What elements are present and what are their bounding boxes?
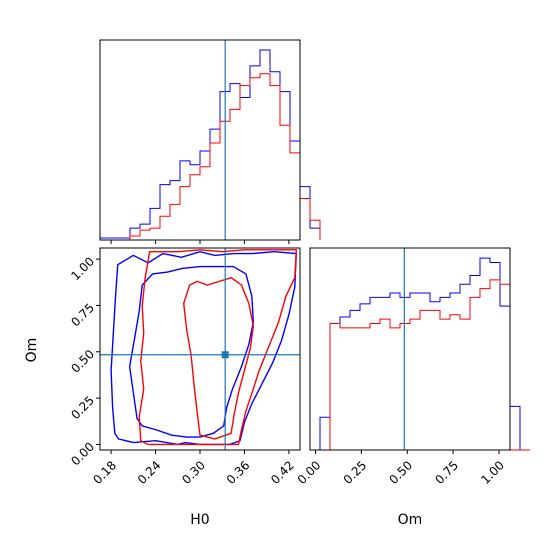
tick-label-om-left-3: 0.75: [68, 301, 97, 330]
tick-label-om-bottom-3: 0.75: [432, 458, 461, 487]
tick-label-om-bottom-4: 1.00: [478, 458, 507, 487]
tick-label-h0-bottom-4: 0.42: [268, 458, 297, 487]
contour-red-inner: [182, 276, 255, 440]
tick-label-om-left-2: 0.50: [68, 347, 97, 376]
h0-om-contour-panel: 0.18 0.24 0.30 0.36 0.42 0.00 0.25 0.50 0.75 1.00: [68, 247, 301, 487]
y-axis-label-om: Om: [24, 338, 40, 363]
tick-label-h0-bottom-2: 0.30: [179, 458, 208, 487]
hist-om-panel: 0.00 0.25 0.50 0.75 1.00: [295, 247, 530, 487]
tick-label-h0-bottom-0: 0.18: [90, 458, 119, 487]
frame-hist-om: [309, 247, 511, 451]
tick-label-om-left-4: 1.00: [68, 254, 97, 283]
contour-blue-inner: [128, 265, 255, 438]
hist-om-red-series: [310, 279, 530, 451]
x-axis-label-om: Om: [398, 512, 423, 528]
contour-red-outer: [138, 249, 298, 446]
hist-h0-blue-series: [99, 49, 321, 240]
x-axis-label-h0: H0: [190, 512, 209, 528]
truth-marker: [221, 351, 229, 359]
tick-label-om-left-0: 0.00: [68, 440, 97, 469]
tick-label-om-bottom-1: 0.25: [341, 458, 370, 487]
tick-label-om-bottom-2: 0.50: [387, 458, 416, 487]
frame-2d: [99, 247, 301, 451]
hist-h0-red-series: [100, 73, 321, 241]
hist-om-blue-series: [310, 257, 530, 451]
tick-label-h0-bottom-1: 0.24: [135, 458, 164, 487]
tick-label-h0-bottom-3: 0.36: [224, 458, 253, 487]
tick-label-om-left-1: 0.25: [68, 393, 97, 422]
tick-label-om-bottom-0: 0.00: [295, 458, 324, 487]
hist-h0-panel: [99, 39, 321, 244]
